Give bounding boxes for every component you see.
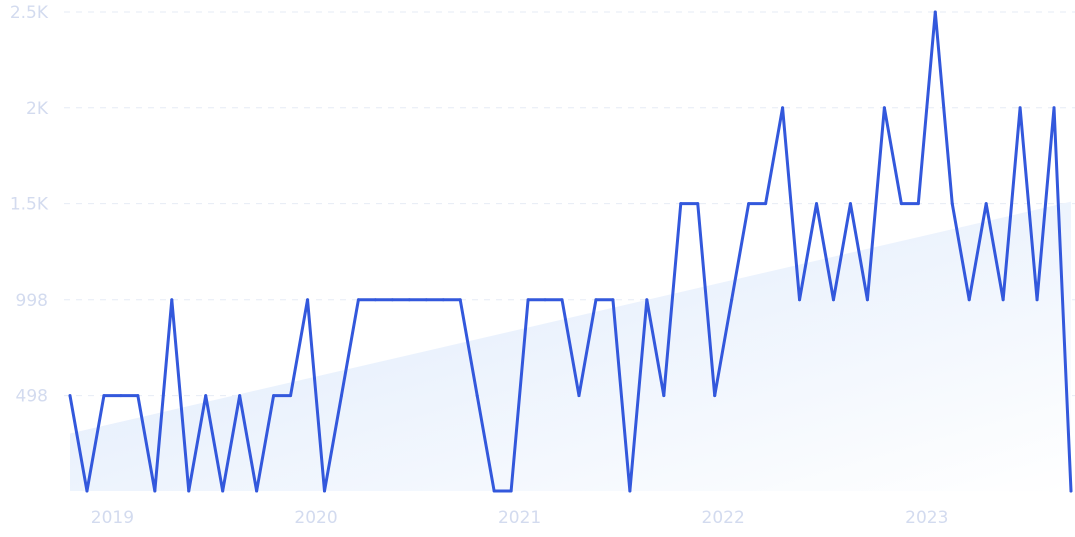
y-tick-label: 2K (26, 99, 49, 119)
data-point (68, 394, 72, 398)
data-point (560, 298, 564, 302)
data-point (662, 394, 666, 398)
data-point (187, 489, 191, 493)
data-point (916, 202, 920, 206)
data-point (119, 394, 123, 398)
data-point (136, 394, 140, 398)
data-point (1052, 106, 1056, 110)
data-point (933, 10, 937, 14)
y-tick-label: 498 (16, 387, 48, 407)
data-point (153, 489, 157, 493)
data-point (781, 106, 785, 110)
x-tick-label: 2021 (498, 508, 541, 528)
data-points (68, 10, 1073, 493)
data-point (509, 489, 513, 493)
data-point (1001, 298, 1005, 302)
data-point (848, 202, 852, 206)
y-tick-label: 998 (16, 291, 48, 311)
data-point (424, 298, 428, 302)
data-point (373, 298, 377, 302)
data-point (696, 202, 700, 206)
data-point (764, 202, 768, 206)
x-tick-label: 2020 (294, 508, 337, 528)
data-point (170, 298, 174, 302)
data-point (306, 298, 310, 302)
x-axis-tick-labels: 2019 2020 2021 2022 2023 (91, 508, 949, 528)
data-point (950, 202, 954, 206)
data-point (255, 489, 259, 493)
data-point (441, 298, 445, 302)
data-point (747, 202, 751, 206)
data-point (475, 394, 479, 398)
data-point (289, 394, 293, 398)
data-point (865, 298, 869, 302)
data-point (102, 394, 106, 398)
data-point (645, 298, 649, 302)
data-point (1035, 298, 1039, 302)
data-point (984, 202, 988, 206)
data-point (492, 489, 496, 493)
data-point (204, 394, 208, 398)
data-point (679, 202, 683, 206)
data-point (407, 298, 411, 302)
data-point (390, 298, 394, 302)
data-point (798, 298, 802, 302)
data-point (594, 298, 598, 302)
data-point (882, 106, 886, 110)
data-point (356, 298, 360, 302)
data-point (628, 489, 632, 493)
data-point (526, 298, 530, 302)
y-tick-label: 2.5K (10, 3, 49, 23)
data-point (221, 489, 225, 493)
data-point (967, 298, 971, 302)
data-point (543, 298, 547, 302)
data-point (322, 489, 326, 493)
data-point (899, 202, 903, 206)
series-line (68, 10, 1073, 493)
data-point (1069, 489, 1073, 493)
y-tick-label: 1.5K (10, 195, 49, 215)
data-point (831, 298, 835, 302)
data-point (238, 394, 242, 398)
data-point (339, 394, 343, 398)
data-point (577, 394, 581, 398)
data-point (730, 298, 734, 302)
data-point (272, 394, 276, 398)
data-point (611, 298, 615, 302)
data-point (458, 298, 462, 302)
data-point (713, 394, 717, 398)
data-point (85, 489, 89, 493)
data-point (815, 202, 819, 206)
x-tick-label: 2023 (905, 508, 948, 528)
data-point (1018, 106, 1022, 110)
y-axis-tick-labels: 498 998 1.5K 2K 2.5K (10, 3, 49, 407)
x-tick-label: 2022 (702, 508, 745, 528)
x-tick-label: 2019 (91, 508, 134, 528)
